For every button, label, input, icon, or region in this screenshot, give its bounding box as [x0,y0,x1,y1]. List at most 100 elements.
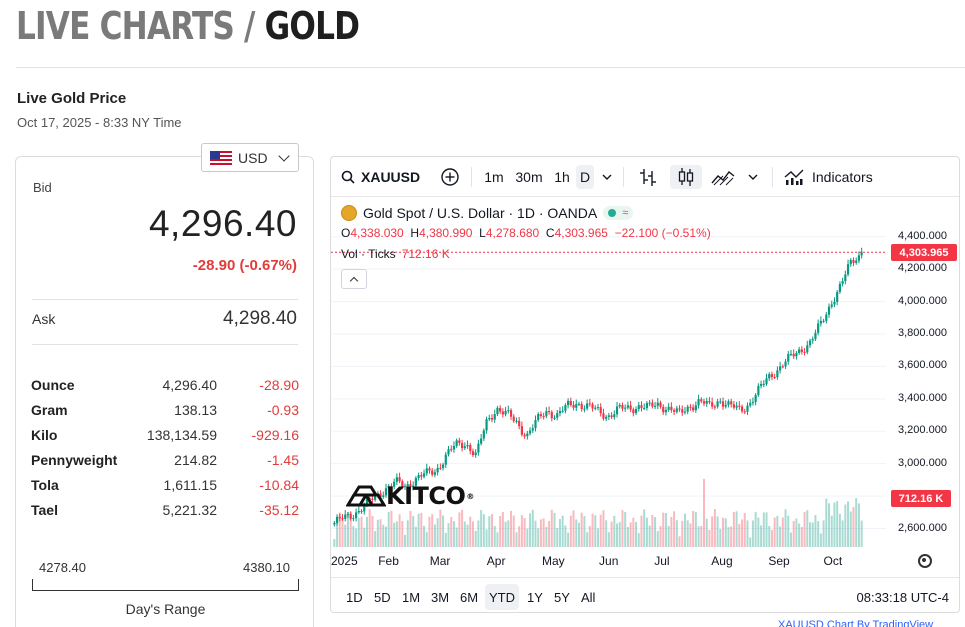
candle-body [702,401,706,404]
interval-menu-button[interactable] [598,165,616,189]
interval-30m[interactable]: 30m [515,169,543,185]
candle-body [596,407,600,409]
high-label: H [410,226,420,240]
interval-1h[interactable]: 1h [554,169,570,185]
range-all[interactable]: All [581,589,596,605]
volume-bar [344,524,347,547]
volume-bar [613,515,616,547]
volume-bar [365,516,368,547]
range-3m[interactable]: 3M [431,589,450,605]
volume-bar [387,511,390,547]
candles-style-button[interactable] [670,165,702,189]
candle-body [846,264,850,275]
volume-bar [577,522,580,547]
unit-value: 1,611.15 [163,476,217,493]
close-label: C [545,226,555,240]
range-6m[interactable]: 6M [460,589,479,605]
candle-body [463,446,466,449]
volume-bar [700,526,703,547]
bars-style-button[interactable] [635,165,661,189]
candle-body [480,438,483,444]
volume-bar [390,510,393,547]
unit-name: Pennyweight [31,451,118,468]
range-1d[interactable]: 1D [346,589,363,605]
candle-body [387,485,390,489]
candle-body [632,409,635,414]
candle-body [520,426,523,435]
candle-body [490,418,494,420]
candle-body [857,255,861,261]
candle-body [344,514,347,519]
x-tick-label: May [541,554,565,568]
volume-bar [482,514,485,547]
tradingview-link[interactable]: XAUUSD Chart By TradingView [778,619,934,627]
candle-body [474,452,477,456]
x-tick-label: Aug [711,554,733,568]
candle-body [365,498,369,506]
candle-body [700,399,703,402]
candle-body [615,406,619,415]
volume-bar [836,501,839,547]
price-chart[interactable] [331,197,959,577]
unit-change: -0.93 [267,401,299,418]
candle-body [403,486,407,488]
y-tick-label: 4,000.000 [898,294,947,307]
chart-widget[interactable]: XAUUSD 1m 30m 1h D Indicators [330,156,960,613]
candle-body [686,406,689,412]
volume-bar [681,520,684,547]
range-ytd[interactable]: YTD [485,584,519,610]
range-5y[interactable]: 5Y [554,589,570,605]
currency-select[interactable]: USD [201,143,299,172]
range-5d[interactable]: 5D [374,589,391,605]
y-tick-label: 3,600.000 [898,359,947,372]
chart-style-menu-button[interactable] [744,165,762,189]
candle-body [849,260,852,265]
unit-name: Tael [31,501,58,518]
volume-bar [374,531,377,547]
candle-body [770,374,774,377]
volume-bar [580,512,583,547]
volume-bar [452,521,455,547]
candle-body [461,443,464,449]
candle-body [719,401,722,403]
volume-bar [569,515,572,547]
y-tick-label: 4,200.000 [898,262,947,275]
volume-bar [741,519,744,547]
volume-bar [575,519,578,547]
candle-body [558,410,562,414]
volume-bar [477,520,480,547]
candle-body [539,414,543,416]
volume-bar [686,520,689,547]
candle-body [651,402,654,407]
volume-bar [469,516,472,547]
volume-bar [784,509,787,547]
volume-bar [635,521,638,547]
interval-d[interactable]: D [576,165,594,189]
volume-bar [860,520,863,547]
symbol-search-button[interactable]: XAUUSD [341,165,420,189]
candle-body [626,405,629,408]
chart-style-button[interactable] [709,165,737,189]
candle-body [553,417,556,419]
indicators-button[interactable]: Indicators [784,165,873,189]
volume-bar [610,521,613,547]
unit-value: 138,134.59 [146,426,217,443]
candle-body [860,252,863,256]
compare-button[interactable] [439,165,461,189]
interval-1m[interactable]: 1m [484,169,504,185]
range-1y[interactable]: 1Y [527,589,543,605]
volume-bars [333,478,863,547]
candle-body [754,395,757,403]
volume-bar [398,514,401,547]
range-1m[interactable]: 1M [402,589,421,605]
collapse-legend-button[interactable] [341,269,367,289]
candle-body [564,405,567,411]
divider [32,344,298,345]
candle-body [466,444,469,447]
unit-change: -28.90 [259,376,299,393]
volume-bar [518,526,521,547]
gear-icon[interactable] [918,554,932,568]
volume-bar [776,515,779,547]
candle-body [384,488,388,496]
volume-bar [417,513,420,547]
